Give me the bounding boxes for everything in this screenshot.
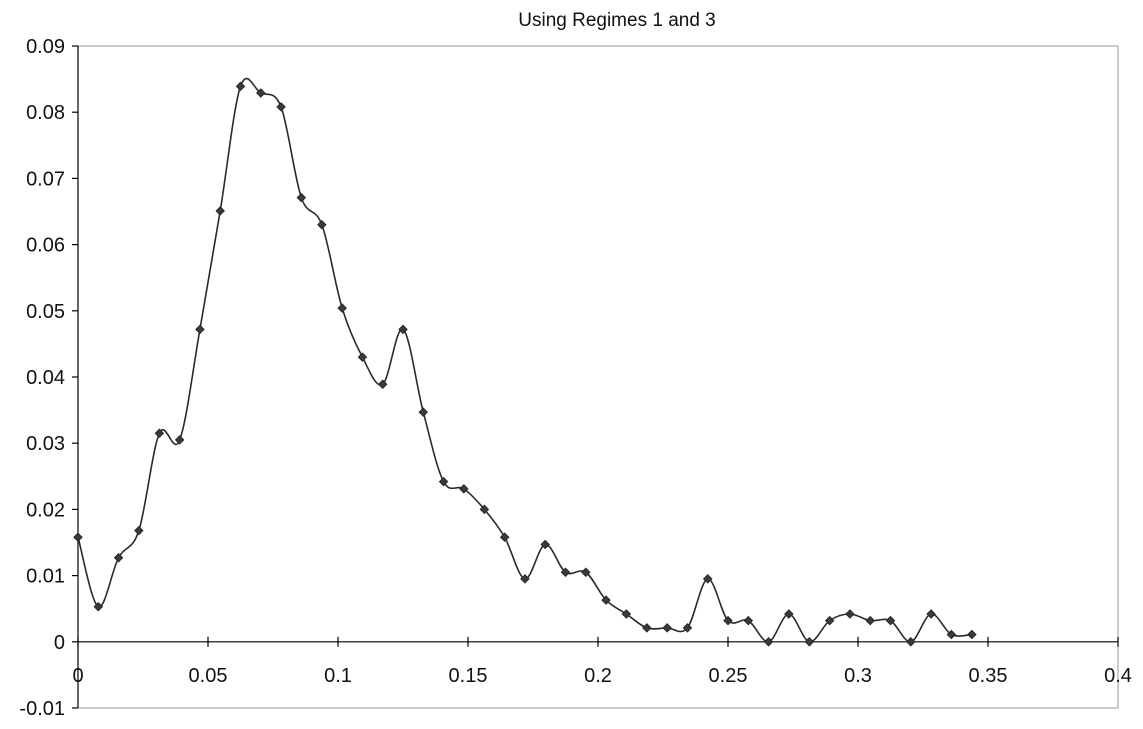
- data-point-marker: [581, 567, 591, 578]
- x-tick-label: 0.1: [324, 665, 352, 687]
- data-point-marker: [479, 504, 490, 515]
- data-point-marker: [337, 303, 347, 313]
- x-tick-label: 0.15: [449, 665, 488, 687]
- data-point-marker: [357, 352, 368, 362]
- data-point-marker: [743, 615, 754, 626]
- y-tick-label: 0.02: [26, 499, 65, 521]
- x-tick-label: 0.4: [1104, 665, 1132, 687]
- data-point-marker: [154, 428, 165, 439]
- x-tick-label: 0.2: [584, 665, 612, 687]
- data-point-marker: [804, 637, 815, 647]
- data-point-marker: [499, 532, 510, 542]
- data-point-marker: [377, 379, 388, 390]
- x-tick-label: 0.35: [969, 665, 1008, 687]
- data-point-marker: [540, 539, 550, 550]
- y-tick-label: 0.07: [26, 168, 65, 190]
- data-point-marker: [317, 219, 327, 230]
- y-tick-label: 0.03: [26, 433, 65, 455]
- data-point-marker: [418, 407, 429, 417]
- data-point-marker: [865, 615, 875, 626]
- data-point-marker: [195, 324, 205, 335]
- data-point-marker: [73, 532, 83, 542]
- y-tick-label: 0.05: [26, 301, 65, 323]
- series-line: [77, 77, 972, 643]
- data-point-marker: [784, 609, 794, 619]
- data-point-marker: [967, 629, 977, 640]
- x-tick-label: 0: [72, 665, 83, 687]
- data-point-marker: [296, 192, 307, 203]
- y-tick-label: 0.08: [26, 102, 65, 124]
- data-point-marker: [438, 476, 449, 487]
- data-point-marker: [113, 552, 124, 563]
- data-point-marker: [398, 324, 408, 335]
- chart-title: Using Regimes 1 and 3: [518, 10, 716, 31]
- x-tick-label: 0.3: [844, 665, 872, 687]
- data-point-marker: [662, 623, 672, 633]
- data-point-marker: [642, 623, 652, 633]
- y-tick-label: 0: [54, 632, 65, 654]
- data-point-marker: [885, 615, 896, 626]
- data-point-marker: [723, 615, 733, 626]
- data-point-marker: [93, 601, 104, 612]
- data-point-marker: [946, 629, 957, 640]
- data-point-marker: [763, 637, 774, 647]
- data-point-marker: [459, 484, 469, 494]
- data-point-marker: [256, 88, 266, 98]
- data-point-marker: [824, 615, 835, 626]
- plot-area-border: [77, 45, 1119, 709]
- axes: -0.01 0 0.01 0.02 0.03 0.04 0.05 0.06 0.07 0.08 0.…: [19, 36, 1132, 720]
- data-point-marker: [215, 206, 225, 216]
- x-tick-label: 0.05: [189, 665, 228, 687]
- data-point-marker: [702, 574, 713, 584]
- data-point-marker: [560, 567, 571, 578]
- y-tick-label: 0.06: [26, 235, 65, 257]
- y-tick-label: -0.01: [19, 698, 65, 720]
- x-tick-label: 0.25: [709, 665, 748, 687]
- y-tick-label: 0.09: [26, 36, 65, 58]
- data-point-marker: [276, 102, 286, 112]
- data-point-marker: [174, 435, 185, 445]
- data-point-marker: [926, 609, 936, 619]
- data-point-marker: [845, 609, 855, 619]
- data-point-marker: [682, 623, 693, 633]
- y-tick-label: 0.01: [26, 566, 65, 588]
- data-point-marker: [520, 574, 530, 584]
- y-tick-label: 0.04: [26, 367, 65, 389]
- data-point-marker: [235, 81, 246, 92]
- data-point-marker: [134, 525, 144, 536]
- series-layer: [73, 77, 977, 647]
- data-point-marker: [906, 637, 916, 647]
- data-point-marker: [601, 595, 611, 605]
- data-point-marker: [621, 609, 632, 619]
